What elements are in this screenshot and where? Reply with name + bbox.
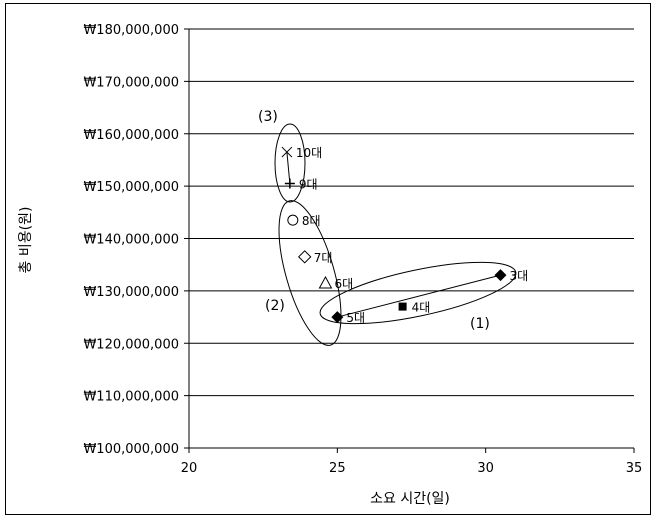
data-points xyxy=(281,146,507,324)
y-tick-label: ₩160,000,000 xyxy=(83,128,179,143)
group-ellipse xyxy=(278,200,342,346)
connector-line xyxy=(337,274,501,318)
point-label: 3대 xyxy=(510,269,529,283)
chart-frame xyxy=(5,3,651,515)
point-label: 5대 xyxy=(346,311,365,325)
point-3대 xyxy=(494,269,507,282)
group-ellipse xyxy=(274,123,306,203)
point-7대 xyxy=(297,250,312,264)
x-tick-label: 30 xyxy=(477,461,494,476)
x-tick-label: 20 xyxy=(181,461,198,476)
connector-line xyxy=(286,152,291,184)
point-label: 4대 xyxy=(412,301,431,315)
group-label: (3) xyxy=(258,109,278,125)
y-tick-label: ₩120,000,000 xyxy=(83,337,179,352)
point-label: 7대 xyxy=(314,251,333,265)
group-ellipses: (1) (2) (3) xyxy=(258,109,517,346)
x-tick-labels: 20 25 30 35 xyxy=(181,461,643,476)
point-label: 8대 xyxy=(302,214,321,228)
y-axis-title: 총 비용(원) xyxy=(18,207,34,274)
y-tick-label: ₩140,000,000 xyxy=(83,233,179,248)
y-tick-label: ₩170,000,000 xyxy=(83,75,179,90)
grid-lines xyxy=(189,28,634,449)
y-tick-label: ₩110,000,000 xyxy=(83,390,179,405)
point-10대 xyxy=(281,146,293,158)
point-9대 xyxy=(284,178,295,189)
group-label: (2) xyxy=(265,298,285,314)
x-tick-label: 35 xyxy=(626,461,643,476)
y-tick-label: ₩100,000,000 xyxy=(83,442,179,457)
point-8대 xyxy=(287,214,299,226)
x-tick-label: 25 xyxy=(329,461,346,476)
y-tick-labels: ₩100,000,000 ₩110,000,000 ₩120,000,000 ₩130… xyxy=(83,23,179,457)
point-5대 xyxy=(331,311,344,324)
y-tick-label: ₩150,000,000 xyxy=(83,180,179,195)
point-label: 9대 xyxy=(299,178,318,192)
connector-lines xyxy=(286,152,501,318)
y-tick-label: ₩130,000,000 xyxy=(83,285,179,300)
point-label: 10대 xyxy=(296,146,322,160)
group-ellipse xyxy=(319,261,517,325)
point-4대 xyxy=(398,302,407,311)
point-label: 6대 xyxy=(334,277,353,291)
point-6대 xyxy=(318,275,333,289)
x-axis-title: 소요 시간(일) xyxy=(370,491,450,507)
axes xyxy=(184,28,635,453)
y-tick-label: ₩180,000,000 xyxy=(83,23,179,38)
group-label: (1) xyxy=(470,316,490,332)
